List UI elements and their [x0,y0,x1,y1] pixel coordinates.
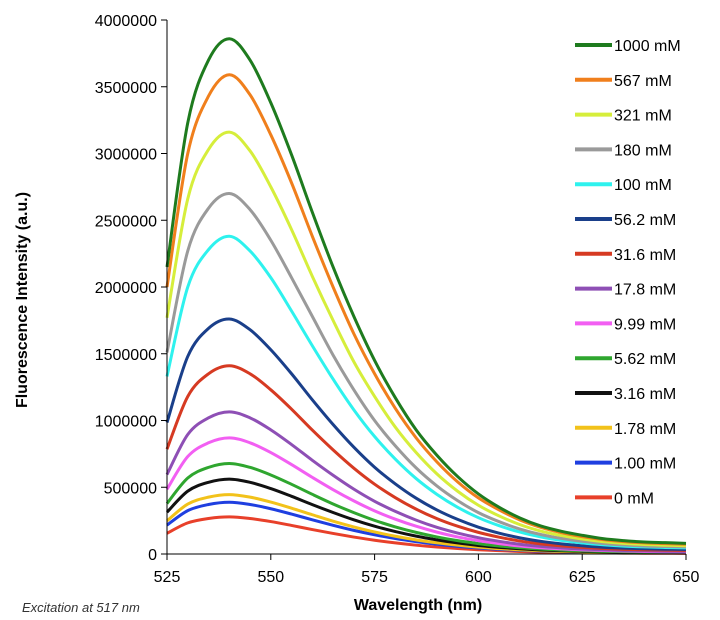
series-line-0 [165,37,687,545]
legend-label: 31.6 mM [614,247,676,264]
legend-label: 567 mM [614,73,672,90]
x-tick-label: 625 [569,569,596,586]
legend-label: 1000 mM [614,38,681,55]
series-line-3 [165,192,687,549]
legend-label: 0 mM [614,490,654,507]
legend-label: 180 mM [614,142,672,159]
y-tick-label: 0 [148,547,157,564]
legend: 1000 mM 567 mM 321 mM 180 mM 100 mM 56.2 mM 31… [575,38,681,507]
y-tick-label: 2000000 [95,280,157,297]
legend-label: 3.16 mM [614,386,676,403]
legend-label: 100 mM [614,177,672,194]
y-tick-label: 500000 [104,480,157,497]
legend-label: 321 mM [614,108,672,125]
y-axis-title: Fluorescence Intensity (a.u.) [14,192,31,408]
legend-label: 9.99 mM [614,316,676,333]
legend-label: 1.78 mM [614,421,676,438]
legend-label: 1.00 mM [614,456,676,473]
axes [161,19,687,560]
y-tick-labels: 0 500000 1000000 1500000 2000000 2500000 30000… [95,13,157,564]
x-tick-labels: 525 550 575 600 625 650 [154,569,700,586]
y-tick-label: 4000000 [95,13,157,30]
legend-label: 56.2 mM [614,212,676,229]
legend-label: 17.8 mM [614,282,676,299]
y-tick-label: 2500000 [95,213,157,230]
x-tick-label: 650 [673,569,700,586]
excitation-caption: Excitation at 517 nm [22,600,140,615]
x-tick-label: 525 [154,569,181,586]
legend-label: 5.62 mM [614,351,676,368]
x-axis-title: Wavelength (nm) [354,597,482,614]
series-line-5 [165,317,687,551]
series-lines [165,37,687,555]
y-tick-label: 3000000 [95,147,157,164]
series-line-2 [165,130,687,548]
x-tick-label: 550 [257,569,284,586]
y-tick-label: 1500000 [95,347,157,364]
y-tick-label: 3500000 [95,80,157,97]
x-tick-label: 600 [465,569,492,586]
x-tick-label: 575 [361,569,388,586]
y-tick-label: 1000000 [95,414,157,431]
